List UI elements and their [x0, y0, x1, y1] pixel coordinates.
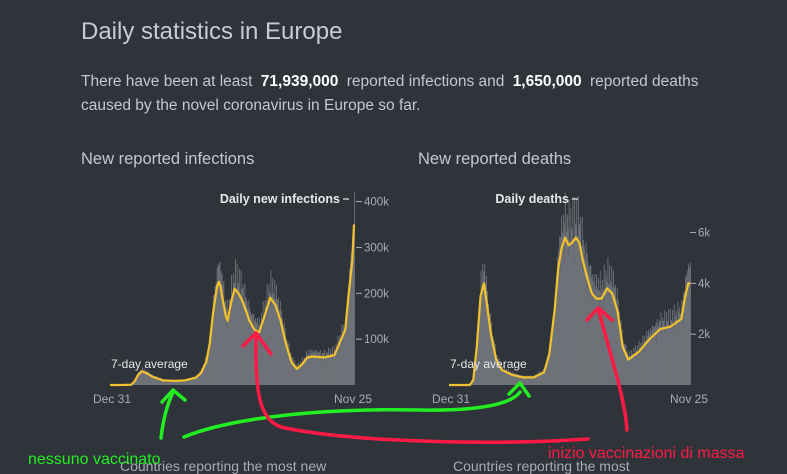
y-tick-label: 2k: [698, 329, 710, 341]
x-tick-label-start: Dec 31: [93, 392, 131, 406]
x-tick-label-start: Dec 31: [432, 392, 470, 406]
deaths-chart: 2k 4k 6k Dec 31 Nov 25 Daily deaths 7-day aver…: [432, 192, 710, 406]
average-label: 7-day average: [111, 357, 188, 371]
series-label: Daily deaths: [495, 192, 569, 206]
annotation-mass-vaccination: inizio vaccinazioni di massa: [548, 445, 745, 463]
average-label: 7-day average: [450, 357, 527, 371]
x-tick-label-end: Nov 25: [670, 392, 708, 406]
series-label: Daily new infections: [220, 192, 340, 206]
y-tick-label: 4k: [698, 278, 710, 290]
red-arrow-left-shaft: [256, 338, 588, 442]
y-tick-label: 400k: [364, 197, 389, 209]
infections-chart: 100k 200k 300k 400k Dec 31 Nov 25 Daily new in…: [93, 192, 389, 406]
y-tick-label: 6k: [698, 228, 710, 240]
x-tick-label-end: Nov 25: [334, 392, 372, 406]
daily-bar: [354, 192, 355, 385]
daily-bar: [690, 263, 691, 385]
green-arrow-left-head: [162, 390, 185, 402]
y-tick-label: 300k: [364, 242, 389, 254]
y-tick-label: 100k: [364, 334, 389, 346]
y-tick-label: 200k: [364, 288, 389, 300]
annotation-no-vaccinated: nessuno vaccinato: [28, 451, 161, 469]
